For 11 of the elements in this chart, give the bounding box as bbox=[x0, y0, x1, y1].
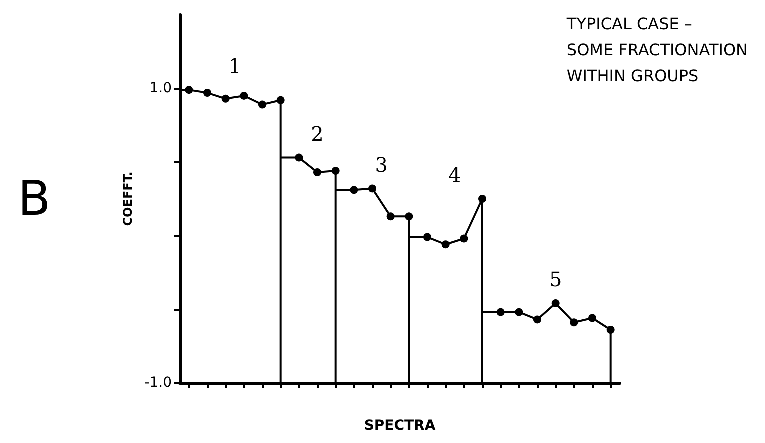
y-tick-label: -1.0 bbox=[144, 375, 172, 391]
series-label: 3 bbox=[375, 152, 388, 177]
text: B bbox=[18, 171, 51, 227]
series-label: 4 bbox=[448, 163, 462, 188]
y-tick-label: 1.0 bbox=[150, 80, 172, 97]
series-label: 2 bbox=[311, 122, 324, 146]
series-label: 5 bbox=[549, 268, 562, 292]
x-axis-title: SPECTRA bbox=[364, 418, 436, 434]
text: TYPICAL CASE – SOME FRACTIONATION WITHIN GROUPS bbox=[566, 14, 748, 86]
y-axis-title: COEFFT. bbox=[120, 172, 135, 226]
series-label: 1 bbox=[228, 54, 242, 78]
